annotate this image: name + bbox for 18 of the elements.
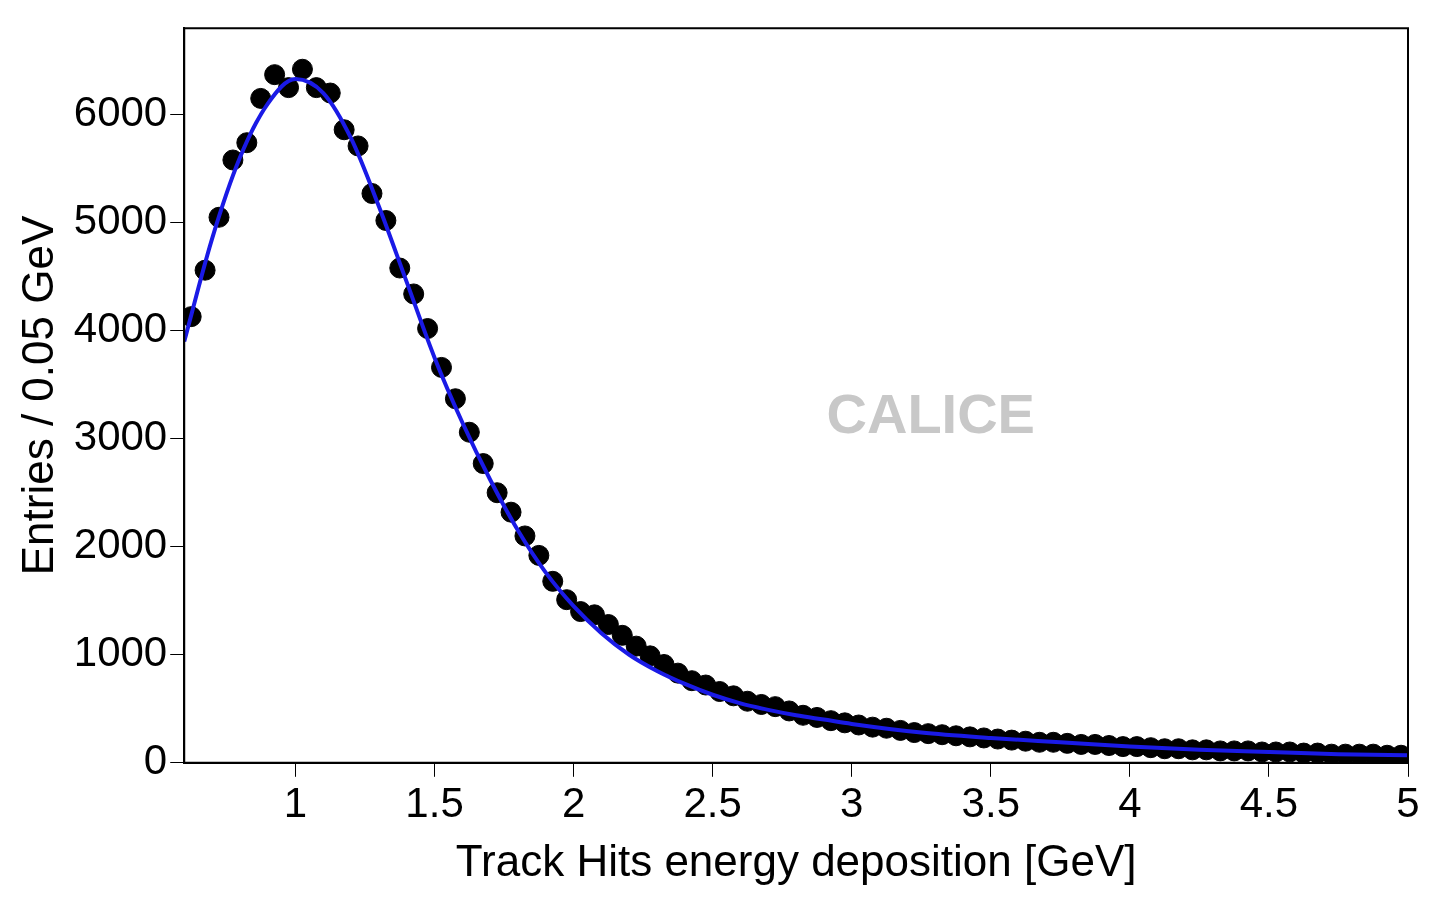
y-tick-label: 3000 bbox=[73, 412, 168, 460]
x-axis-title: Track Hits energy deposition [GeV] bbox=[455, 835, 1137, 885]
x-tick-label: 2 bbox=[561, 778, 586, 826]
y-tick-label: 5000 bbox=[73, 196, 168, 244]
y-tick-label: 0 bbox=[143, 736, 168, 784]
y-tick-label: 2000 bbox=[73, 520, 168, 568]
y-tick-label: 4000 bbox=[73, 304, 168, 352]
x-tick-label: 4 bbox=[1118, 778, 1142, 826]
x-tick-label: 1.5 bbox=[405, 778, 464, 826]
y-axis-title: Entries / 0.05 GeV bbox=[12, 215, 62, 576]
x-tick-label: 3 bbox=[840, 778, 864, 826]
x-tick-label: 4.5 bbox=[1239, 778, 1299, 826]
x-tick-label: 2.5 bbox=[683, 778, 742, 826]
y-tick-label: 1000 bbox=[73, 628, 168, 676]
x-tick-label: 3.5 bbox=[961, 778, 1020, 826]
x-tick-label: 1 bbox=[283, 778, 308, 826]
y-tick-label: 6000 bbox=[73, 88, 168, 136]
x-tick-label: 5 bbox=[1396, 778, 1420, 826]
